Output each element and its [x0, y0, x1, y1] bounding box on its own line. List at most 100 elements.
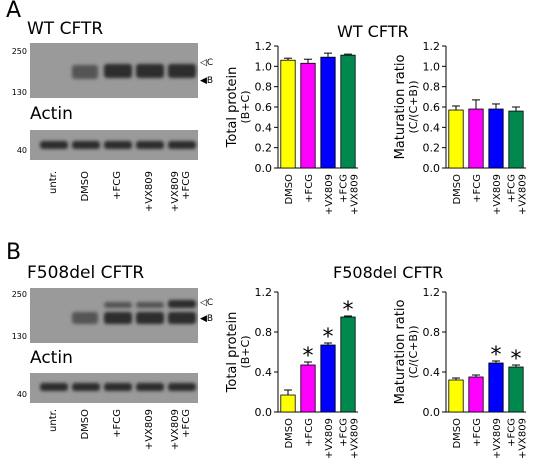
x-tick-label: +FCG	[472, 418, 483, 447]
lane-label: untr.	[48, 171, 59, 194]
x-tick-label-line: +VX809	[518, 174, 529, 215]
cftr-blot-image-a	[30, 43, 198, 98]
lane-label: +VX809	[144, 409, 155, 451]
x-tick-label-line: +FCG	[304, 174, 315, 203]
bar	[320, 344, 336, 413]
bar	[300, 364, 316, 413]
bar	[488, 108, 504, 169]
bar	[320, 56, 336, 169]
y-tick-label: 1.0	[423, 60, 441, 73]
bar	[468, 108, 484, 169]
x-tick-label-line: +FCG	[339, 174, 350, 203]
mw-130-b: 130	[11, 332, 27, 341]
lane-label: +FCG	[112, 409, 123, 438]
y-axis-label: Total protein (B+C)	[225, 312, 252, 394]
y-axis-label-line: Maturation ratio	[393, 300, 408, 405]
significance-mark: *	[323, 325, 334, 350]
x-tick-label-line: +FCG	[507, 174, 518, 203]
x-tick-label-line: DMSO	[284, 418, 295, 449]
y-tick-label: 0.0	[423, 406, 441, 419]
lane-label: DMSO	[80, 409, 91, 440]
x-tick-label-line: +VX809	[350, 174, 361, 215]
x-tick-label: DMSO	[452, 174, 463, 205]
bar	[508, 366, 524, 413]
x-tick-label-line: DMSO	[452, 174, 463, 205]
lane-label: +VX809 +FCG	[170, 409, 192, 451]
y-axis-label-line: Maturation ratio	[393, 55, 408, 160]
x-tick-label-line: +VX809	[492, 418, 503, 459]
x-tick-label-line: DMSO	[284, 174, 295, 205]
bar	[468, 376, 484, 413]
band-c-label-a: ◁C	[200, 58, 214, 68]
mw-130-a: 130	[11, 88, 27, 97]
x-tick-label-line: +FCG	[507, 418, 518, 447]
x-tick-label-line: +VX809	[492, 174, 503, 215]
y-tick-label: 0.6	[255, 101, 273, 114]
y-tick-label: 0.6	[423, 101, 441, 114]
x-tick-label: +FCG +VX809	[339, 418, 361, 459]
x-tick-label-line: +FCG	[339, 418, 350, 447]
actin-blot-image-b	[30, 373, 198, 403]
y-tick-label: 0.0	[255, 162, 273, 175]
x-tick-label: +VX809	[492, 174, 503, 215]
lane-label: DMSO	[80, 171, 91, 202]
x-tick-label-line: +FCG	[472, 418, 483, 447]
lane-label: untr.	[48, 409, 59, 432]
y-tick-label: 0.4	[255, 366, 273, 379]
y-tick-label: 0.4	[423, 366, 441, 379]
total-protein-chart-a: 0.0 0.2 0.4 0.6 0.8 1.0 1.2 Total protein (B+C) D…	[225, 40, 361, 215]
significance-mark: *	[303, 344, 314, 369]
y-axis-label-line: Total protein	[225, 67, 240, 149]
y-tick-label: 1.2	[255, 40, 273, 53]
bar	[340, 316, 356, 413]
x-tick-label-line: +FCG	[472, 174, 483, 203]
x-tick-label: DMSO	[284, 174, 295, 205]
mw-40-a: 40	[16, 146, 27, 155]
y-tick-label: 1.2	[423, 286, 441, 299]
bar	[508, 110, 524, 169]
band-b-label-a: ◀B	[200, 76, 214, 86]
bar	[448, 109, 464, 169]
x-tick-label: +VX809	[324, 174, 335, 215]
panel-letter-a: A	[6, 0, 22, 23]
y-axis-label-line: Total protein	[225, 312, 240, 394]
lane-label: +VX809	[144, 171, 155, 213]
blot-title-a: WT CFTR	[27, 19, 104, 39]
y-tick-label: 0.4	[423, 121, 441, 134]
x-tick-label-line: +VX809	[350, 418, 361, 459]
lane-label: +VX809 +FCG	[170, 171, 192, 213]
bar	[488, 362, 504, 413]
x-tick-label: +FCG	[304, 418, 315, 447]
x-tick-label: +FCG +VX809	[339, 174, 361, 215]
band-c-label-b: ◁C	[200, 298, 214, 308]
x-tick-label-line: +VX809	[518, 418, 529, 459]
chart-title-a: WT CFTR	[337, 22, 409, 41]
x-tick-label: +FCG	[472, 174, 483, 203]
mw-40-b: 40	[16, 390, 27, 399]
y-tick-label: 0.8	[423, 326, 441, 339]
y-axis-label-line: (B+C)	[239, 90, 252, 123]
x-tick-label-line: DMSO	[452, 418, 463, 449]
x-tick-label: +VX809	[492, 418, 503, 459]
y-tick-label: 1.2	[423, 40, 441, 53]
y-axis-label-line: (B+C)	[239, 335, 252, 368]
bar	[280, 394, 296, 413]
x-tick-label: +FCG +VX809	[507, 418, 529, 459]
y-tick-label: 0.0	[255, 406, 273, 419]
x-tick-label-line: +FCG	[304, 418, 315, 447]
bar	[280, 59, 296, 169]
bar	[340, 54, 356, 169]
x-tick-label: DMSO	[452, 418, 463, 449]
y-tick-label: 1.0	[255, 60, 273, 73]
y-axis-label: Maturation ratio (C/(C+B))	[393, 55, 420, 160]
significance-mark: *	[343, 298, 354, 323]
actin-title-a: Actin	[30, 104, 73, 124]
y-tick-label: 0.2	[423, 142, 441, 155]
x-tick-label: +FCG +VX809	[507, 174, 529, 215]
y-tick-label: 0.8	[255, 326, 273, 339]
y-tick-label: 1.2	[255, 286, 273, 299]
lane-label: +FCG	[112, 171, 123, 200]
